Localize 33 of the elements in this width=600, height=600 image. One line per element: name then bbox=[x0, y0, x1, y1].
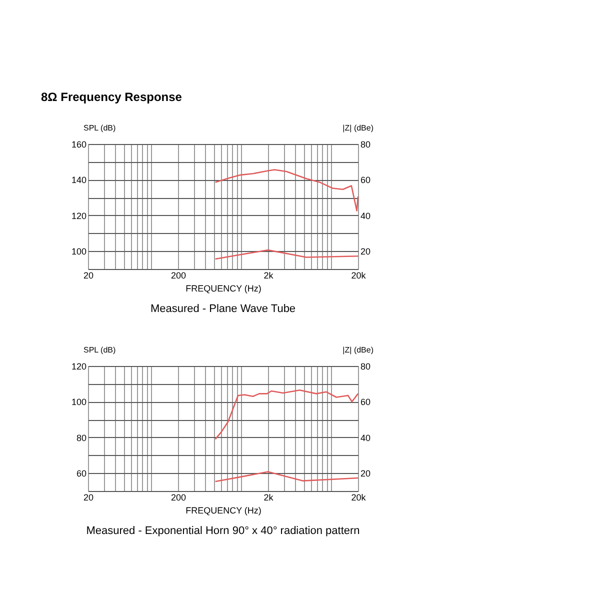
y-tick-label: 100 bbox=[71, 397, 86, 408]
y-tick-label: 120 bbox=[71, 362, 86, 372]
x-axis-title: FREQUENCY (Hz) bbox=[186, 506, 262, 516]
y-axis-title: SPL (dB) bbox=[84, 346, 116, 354]
x-tick-label: 20k bbox=[351, 270, 366, 280]
text: Measured - Exponential Horn 90° x 40° radiation pattern bbox=[86, 525, 360, 537]
x-tick-label: 2k bbox=[264, 270, 274, 280]
x-tick-label: 20 bbox=[83, 492, 94, 502]
y2-tick-label: 80 bbox=[360, 140, 371, 150]
y2-tick-label: 20 bbox=[360, 468, 371, 479]
y-tick-label: 120 bbox=[71, 210, 86, 221]
y2-tick-label: 40 bbox=[360, 210, 371, 221]
y2-axis-title: |Z| (dBe) bbox=[342, 346, 374, 354]
text: Measured - Plane Wave Tube bbox=[150, 303, 296, 315]
y-tick-label: 140 bbox=[71, 175, 86, 186]
y-tick-label: 100 bbox=[71, 246, 86, 257]
y2-tick-label: 20 bbox=[360, 246, 371, 257]
y2-tick-label: 40 bbox=[360, 432, 371, 443]
y-axis-title: SPL (dB) bbox=[84, 124, 116, 132]
y-tick-label: 80 bbox=[76, 432, 86, 443]
x-axis-title: FREQUENCY (Hz) bbox=[186, 284, 262, 294]
y2-axis-title: |Z| (dBe) bbox=[342, 124, 374, 132]
y-tick-label: 60 bbox=[76, 468, 86, 479]
x-tick-label: 200 bbox=[170, 270, 186, 280]
x-tick-label: 20k bbox=[351, 492, 366, 502]
x-tick-label: 20 bbox=[83, 270, 94, 280]
y-tick-label: 160 bbox=[71, 140, 86, 150]
chart-title: 8Ω Frequency Response bbox=[40, 90, 182, 104]
y2-tick-label: 60 bbox=[360, 175, 371, 186]
y2-tick-label: 80 bbox=[360, 362, 371, 372]
y2-tick-label: 60 bbox=[360, 397, 371, 408]
x-tick-label: 2k bbox=[264, 492, 274, 502]
x-tick-label: 200 bbox=[170, 492, 186, 502]
